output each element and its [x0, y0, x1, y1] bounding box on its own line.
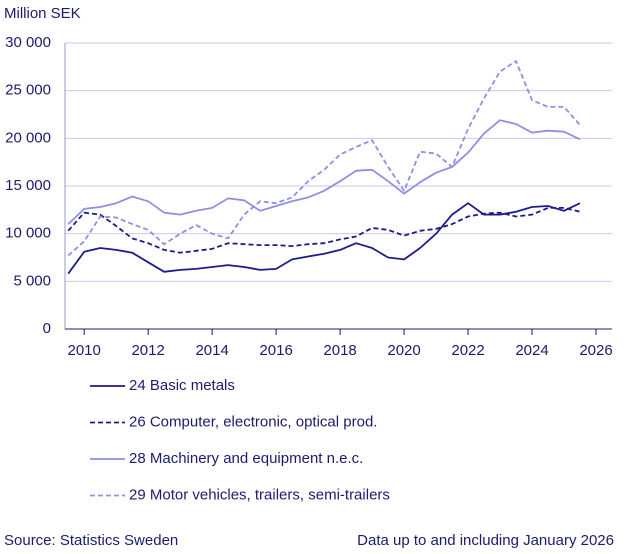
x-tick-label: 2024 — [515, 342, 548, 359]
source: Source: Statistics Sweden — [4, 532, 178, 549]
series-line — [67, 119, 581, 225]
y-tick-label: 30 000 — [5, 34, 51, 51]
y-tick-label: 20 000 — [5, 129, 51, 146]
legend-label: 26 Computer, electronic, optical prod. — [129, 413, 377, 430]
x-tick-label: 2012 — [131, 342, 164, 359]
x-tick-label: 2022 — [451, 342, 484, 359]
x-tick-label: 2020 — [387, 342, 420, 359]
legend-label: 29 Motor vehicles, trailers, semi-traile… — [129, 486, 390, 503]
x-tick-label: 2016 — [259, 342, 292, 359]
y-tick-label: 15 000 — [5, 177, 51, 194]
y-tick-label: 0 — [43, 320, 51, 337]
legend-label: 24 Basic metals — [129, 377, 235, 394]
series-line — [67, 202, 581, 275]
y-tick-label: 25 000 — [5, 82, 51, 99]
note: Data up to and including January 2026 — [357, 532, 614, 549]
x-tick-label: 2026 — [579, 342, 612, 359]
x-tick-label: 2010 — [68, 342, 101, 359]
y-axis-label: Million SEK — [4, 5, 81, 22]
series-line — [67, 60, 581, 257]
x-tick-label: 2014 — [195, 342, 228, 359]
y-tick-label: 10 000 — [5, 225, 51, 242]
legend-label: 28 Machinery and equipment n.e.c. — [129, 450, 363, 467]
x-tick-label: 2018 — [323, 342, 356, 359]
series-line — [67, 207, 581, 254]
y-tick-label: 5 000 — [13, 272, 51, 289]
